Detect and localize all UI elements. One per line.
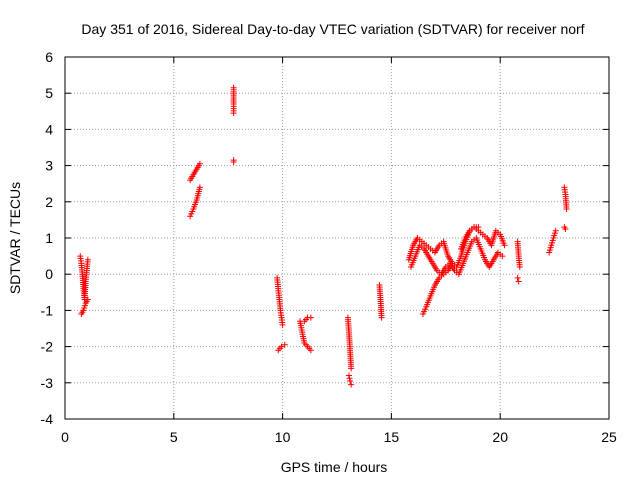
y-tick-label: 0 — [45, 266, 53, 282]
data-points — [77, 84, 570, 388]
x-tick-label: 5 — [170, 429, 178, 445]
data-point — [514, 274, 521, 281]
data-point — [84, 256, 91, 263]
data-point — [348, 381, 355, 388]
y-tick-label: -2 — [41, 339, 54, 355]
data-point — [196, 184, 203, 191]
y-tick-label: 1 — [45, 230, 53, 246]
x-tick-label: 15 — [384, 429, 400, 445]
x-axis-label: GPS time / hours — [281, 459, 388, 475]
data-point — [230, 158, 237, 165]
x-tick-label: 0 — [61, 429, 69, 445]
y-tick-label: 3 — [45, 158, 53, 174]
x-tick-label: 25 — [601, 429, 617, 445]
y-tick-label: -4 — [41, 411, 54, 427]
data-point — [499, 253, 506, 260]
data-point — [307, 314, 314, 321]
data-point — [346, 375, 353, 382]
data-point — [230, 110, 237, 117]
data-point — [196, 160, 203, 167]
y-axis-label: SDTVAR / TECUs — [7, 182, 23, 294]
data-point — [516, 263, 523, 270]
y-tick-label: 2 — [45, 194, 53, 210]
data-point — [475, 224, 482, 231]
axes: 0 5 10 15 20 25 -4 -3 -2 -1 0 1 2 3 4 5 6 — [41, 49, 617, 445]
data-point — [501, 242, 508, 249]
x-tick-label: 20 — [492, 429, 508, 445]
data-point — [278, 343, 285, 350]
y-tick-label: 4 — [45, 121, 53, 137]
x-tick-label: 10 — [275, 429, 291, 445]
chart-title: Day 351 of 2016, Sidereal Day-to-day VTE… — [81, 21, 584, 37]
data-point — [378, 314, 385, 321]
y-tick-label: -3 — [41, 375, 54, 391]
data-point — [84, 296, 91, 303]
gridlines — [65, 57, 609, 419]
y-tick-label: 5 — [45, 85, 53, 101]
data-point — [348, 365, 355, 372]
data-point — [562, 225, 569, 232]
y-tick-label: 6 — [45, 49, 53, 65]
data-point — [307, 347, 314, 354]
data-point — [347, 377, 354, 384]
data-point — [279, 321, 286, 328]
data-point — [281, 341, 288, 348]
data-point — [345, 372, 352, 379]
data-point — [515, 278, 522, 285]
data-point — [563, 206, 570, 213]
y-tick-label: -1 — [41, 302, 54, 318]
data-point — [552, 227, 559, 234]
data-point — [449, 260, 456, 267]
